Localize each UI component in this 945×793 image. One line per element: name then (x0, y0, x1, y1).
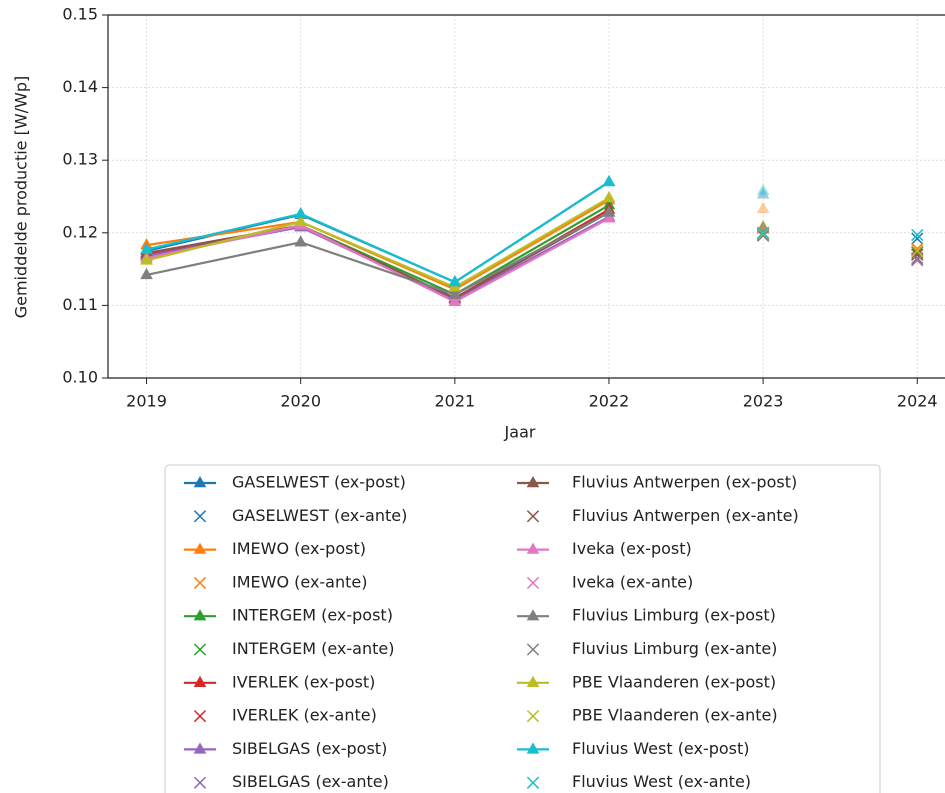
y-tick-label: 0.13 (62, 150, 98, 169)
legend-label: Iveka (ex-post) (572, 539, 692, 558)
series-line (147, 182, 609, 282)
legend-label: Iveka (ex-ante) (572, 572, 693, 591)
legend-label: INTERGEM (ex-ante) (232, 639, 394, 658)
marker (603, 191, 616, 202)
axes-frame (108, 15, 945, 378)
x-tick-label: 2019 (126, 392, 167, 411)
legend-label: PBE Vlaanderen (ex-post) (572, 672, 776, 691)
y-tick-label: 0.14 (62, 77, 98, 96)
x-tick-label: 2020 (280, 392, 321, 411)
legend-label: Fluvius West (ex-ante) (572, 772, 751, 791)
marker (294, 207, 307, 218)
series-line (147, 198, 609, 287)
marker (757, 184, 770, 195)
legend-label: Fluvius Limburg (ex-ante) (572, 639, 777, 658)
legend-label: IVERLEK (ex-post) (232, 672, 375, 691)
series-line (147, 182, 609, 282)
legend-label: Fluvius Antwerpen (ex-ante) (572, 506, 799, 525)
legend-label: GASELWEST (ex-ante) (232, 506, 407, 525)
x-tick-label: 2024 (897, 392, 938, 411)
series-line (147, 217, 609, 300)
legend-label: IVERLEK (ex-ante) (232, 706, 377, 725)
y-tick-label: 0.11 (62, 295, 98, 314)
x-tick-label: 2022 (589, 392, 630, 411)
marker (603, 175, 616, 186)
legend-label: Fluvius West (ex-post) (572, 739, 750, 758)
y-tick-label: 0.12 (62, 222, 98, 241)
legend-label: Fluvius Antwerpen (ex-post) (572, 473, 797, 492)
x-tick-label: 2021 (434, 392, 475, 411)
y-axis-label: Gemiddelde productie [W/Wp] (12, 76, 31, 319)
marker (757, 202, 770, 213)
x-tick-label: 2023 (743, 392, 784, 411)
legend-label: SIBELGAS (ex-post) (232, 739, 387, 758)
x-axis-label: Jaar (504, 423, 536, 442)
y-tick-label: 0.10 (62, 368, 98, 387)
y-tick-label: 0.15 (62, 5, 98, 24)
legend-label: IMEWO (ex-post) (232, 539, 366, 558)
legend-label: IMEWO (ex-ante) (232, 572, 367, 591)
marker (294, 235, 307, 246)
legend-label: INTERGEM (ex-post) (232, 606, 393, 625)
legend-label: PBE Vlaanderen (ex-ante) (572, 706, 778, 725)
legend-label: Fluvius Limburg (ex-post) (572, 606, 776, 625)
legend-label: SIBELGAS (ex-ante) (232, 772, 389, 791)
legend-label: GASELWEST (ex-post) (232, 473, 406, 492)
